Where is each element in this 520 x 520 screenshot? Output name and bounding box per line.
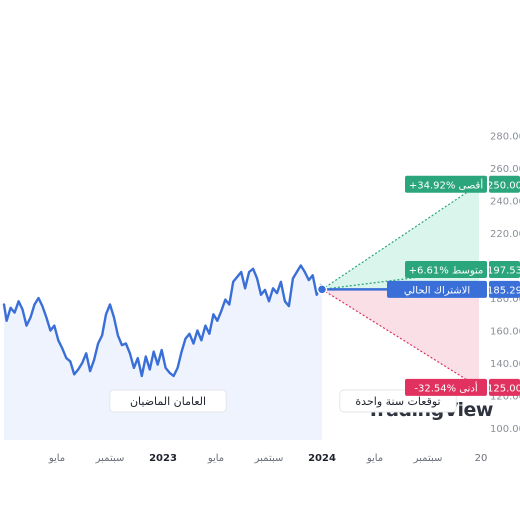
- history-area: [4, 265, 322, 440]
- forecast-high-badge-value: 250.00: [487, 180, 520, 191]
- x-tick-label: سبتمبر: [413, 453, 443, 464]
- forecast-low-badge-value: 125.00: [487, 383, 520, 394]
- forecast-badges-layer: 250.00 +34.92% أقصى 197.53+6.61% متوسط185.…: [387, 175, 520, 396]
- current-price-badge-value-bg: [489, 280, 520, 298]
- forecast-low-badge-value-bg: [489, 378, 520, 396]
- history-line-layer: [2, 264, 328, 378]
- forecast-low-badge-label-bg: [405, 378, 487, 396]
- current-price-badge-value: 185.29: [487, 285, 520, 296]
- forecast-low-badge-label: -32.54% أدنى: [414, 381, 477, 394]
- x-tick-label: 2023: [149, 453, 177, 464]
- history-area-layer: [4, 265, 322, 440]
- forecast-low-line: [321, 288, 480, 388]
- forecast-average-badge-label-bg: [405, 261, 487, 279]
- y-tick-label: 260.00: [490, 164, 520, 175]
- x-tick-label: سبتمبر: [95, 453, 125, 464]
- y-tick-label: 180.00: [490, 294, 520, 305]
- forecast-average-badge-label: +6.61% متوسط: [409, 266, 484, 277]
- y-tick-label: 280.00: [490, 132, 520, 143]
- forecast-period-label: توقعات سنة واحدة: [355, 395, 440, 408]
- x-tick-label: 2024: [308, 453, 336, 464]
- y-axis: 100.00120.00140.00160.00180.00200.00220.…: [490, 132, 520, 436]
- x-tick-label: 20: [475, 453, 488, 464]
- forecast-high-badge-label-bg: [405, 175, 487, 193]
- current-price-badge-label-bg: [387, 280, 487, 298]
- y-tick-label: 100.00: [490, 424, 520, 435]
- y-tick-label: 220.00: [490, 229, 520, 240]
- forecast-average-badge-value-bg: [489, 261, 520, 279]
- forecast-average-badge-value: 197.53: [487, 266, 520, 277]
- x-tick-label: مايو: [48, 453, 65, 464]
- x-tick-label: مايو: [366, 453, 383, 464]
- past-period-label-box: [109, 389, 227, 413]
- annotation-layer: العامان الماضيان توقعات سنة واحدة: [109, 389, 457, 413]
- y-tick-label: 240.00: [490, 197, 520, 208]
- current-price-badge-label: الاشتراك الحالي: [404, 285, 470, 296]
- y-tick-label: 160.00: [490, 327, 520, 338]
- y-tick-label: 140.00: [490, 359, 520, 370]
- y-tick-label: 120.00: [490, 392, 520, 403]
- forecast-high-badge-label: +34.92% أقصى: [409, 178, 483, 191]
- forecast-high-badge-value-bg: [489, 175, 520, 193]
- past-period-label: العامان الماضيان: [130, 395, 206, 408]
- current-price-point: [316, 284, 328, 295]
- forecast-high-line: [321, 183, 480, 290]
- x-tick-label: مايو: [207, 453, 224, 464]
- x-tick-label: سبتمبر: [254, 453, 284, 464]
- x-axis: مايو سبتمبر 2023 مايو سبتمبر 2024 مايو سبتمبر 20: [48, 453, 488, 464]
- history-price-line: [2, 264, 324, 378]
